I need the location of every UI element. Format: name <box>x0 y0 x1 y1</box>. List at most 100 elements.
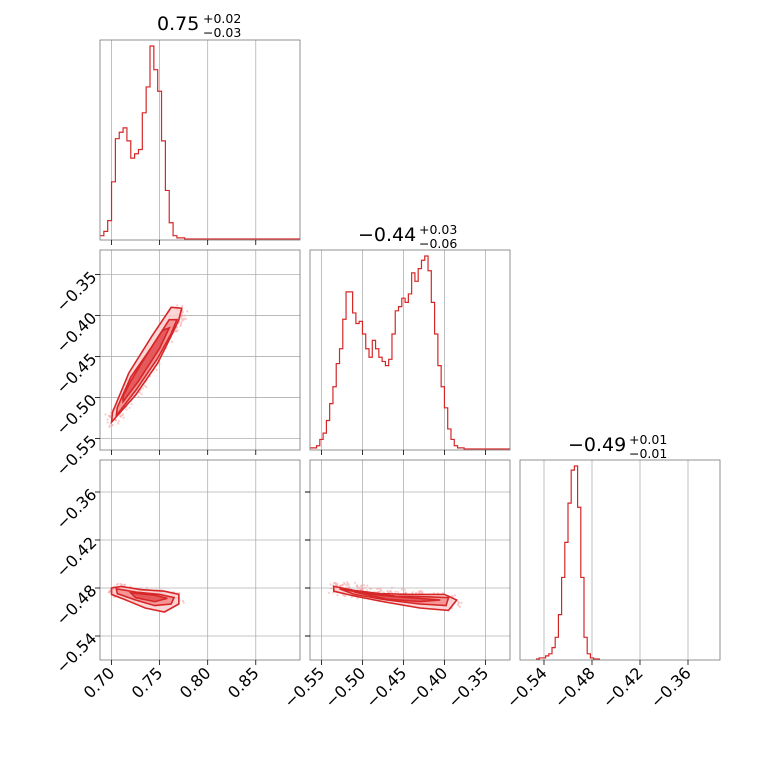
xtick-label-col0-0: 0.70 <box>80 663 119 702</box>
xtick-label-col1-0: −0.55 <box>280 663 328 711</box>
pair-2-sample-point <box>396 590 400 594</box>
pair-2-sample-point <box>400 588 403 591</box>
pair-2-sample-point <box>457 600 460 603</box>
pair-2-sample-point <box>336 583 339 587</box>
param-2-median: −0.49 <box>568 434 626 456</box>
pair-2-sample-point <box>370 587 373 590</box>
hist-2-frame <box>519 459 721 661</box>
pair-2-contour-2 <box>354 591 441 603</box>
param-0-title: 0.75 <box>157 13 199 35</box>
pair-2-sample-point <box>456 603 460 606</box>
pair-2-sample-point <box>341 583 344 587</box>
pair-0-sample-point <box>145 385 148 389</box>
xtick-label-col0-3: 0.85 <box>224 663 263 702</box>
pair-2-contour-0 <box>332 585 458 612</box>
pair-0-sample-point <box>183 314 186 317</box>
param-0-upper-error: +0.02 <box>203 11 241 26</box>
xtick-label-col0-2: 0.80 <box>176 663 215 702</box>
pair-0-sample-point <box>115 419 118 422</box>
param-2-title: −0.49 <box>568 434 626 456</box>
pair-0-sample-point <box>111 423 114 427</box>
pair-2-sample-point <box>415 591 418 594</box>
pair-0-sample-point <box>119 414 122 417</box>
pair-0-sample-point <box>180 316 183 319</box>
pair-2-sample-point <box>345 584 349 587</box>
pair-1-sample-point <box>181 599 185 602</box>
pair-0-sample-point <box>104 413 107 416</box>
pair-1-contour-1 <box>115 587 176 607</box>
pair-0-sample-point <box>108 424 111 427</box>
ytick-label-row1-4: −0.35 <box>52 268 100 316</box>
pair-2-sample-point <box>379 587 382 590</box>
pair-2-sample-point <box>342 581 346 584</box>
pair-2-sample-point <box>386 591 389 594</box>
ytick-label-row2-2: −0.42 <box>52 533 100 581</box>
pair-0-sample-point <box>176 304 179 307</box>
pair-1-sample-point <box>123 583 126 586</box>
pair-1-frame <box>99 459 301 661</box>
pair-2-sample-point <box>389 590 392 593</box>
xtick-label-col0-1: 0.75 <box>128 663 167 702</box>
pair-2-sample-point <box>403 588 406 592</box>
pair-2-sample-point <box>360 585 363 588</box>
pair-0-sample-point <box>155 369 158 372</box>
pair-1-sample-point <box>129 585 132 588</box>
pair-0-sample-point <box>122 416 125 419</box>
pair-2-sample-point <box>453 594 457 597</box>
pair-2-sample-point <box>332 591 335 594</box>
pair-0-sample-point <box>117 422 120 425</box>
pair-0-sample-point <box>109 411 113 415</box>
pair-2-sample-point <box>353 581 357 584</box>
pair-2-sample-point <box>379 588 382 592</box>
pair-1-sample-point <box>119 582 122 586</box>
xtick-label-col2-3: −0.36 <box>647 663 695 711</box>
panels-layer: −0.55−0.50−0.45−0.40−0.35−0.54−0.48−0.42… <box>52 39 721 711</box>
pair-0-sample-point <box>137 395 140 398</box>
pair-1-contour-2 <box>128 591 168 603</box>
ytick-label-row1-3: −0.40 <box>52 309 100 357</box>
pair-2-frame <box>309 459 511 661</box>
pair-2-sample-point <box>348 585 351 588</box>
hist-2-steps <box>536 465 600 660</box>
pair-1-sample-point <box>182 601 185 604</box>
pair-2-sample-point <box>365 589 369 592</box>
pair-0-sample-point <box>128 406 131 410</box>
hist-panel-0 <box>99 39 301 245</box>
ytick-label-row1-2: −0.45 <box>52 349 100 397</box>
pair-0-sample-point <box>106 418 109 421</box>
xtick-label-col2-0: −0.54 <box>503 663 551 711</box>
xtick-label-col2-2: −0.42 <box>599 663 647 711</box>
ytick-label-row2-0: −0.54 <box>52 629 100 677</box>
pair-2-sample-point <box>346 580 349 584</box>
param-1-lower-error: −0.06 <box>419 236 457 251</box>
pair-2-sample-point <box>451 595 454 598</box>
pair-2-sample-point <box>332 581 335 585</box>
pair-1-sample-point <box>107 591 111 594</box>
param-2-lower-error: −0.01 <box>629 446 667 461</box>
pair-0-sample-point <box>138 391 141 394</box>
pair-0-sample-point <box>117 419 120 423</box>
pair-0-sample-point <box>170 340 174 343</box>
ytick-label-row2-1: −0.48 <box>52 581 100 629</box>
pair-0-sample-point <box>182 319 185 322</box>
pair-panel-1-2 <box>305 459 511 665</box>
pair-2-sample-point <box>334 582 337 585</box>
pair-panel-0-2 <box>95 459 301 665</box>
pair-0-sample-point <box>143 384 146 387</box>
pair-0-sample-point <box>140 393 143 396</box>
hist-panel-1 <box>309 249 511 455</box>
pair-1-sample-point <box>145 586 149 590</box>
pair-2-sample-point <box>394 590 397 593</box>
pair-0-sample-point <box>106 421 109 424</box>
pair-0-sample-point <box>141 387 144 390</box>
pair-0-sample-point <box>181 315 184 318</box>
pair-2-sample-point <box>364 586 367 589</box>
pair-0-sample-point <box>108 415 111 418</box>
xtick-label-col1-2: −0.45 <box>362 663 410 711</box>
hist-panel-2 <box>519 459 721 665</box>
pair-0-contour-1 <box>115 318 179 419</box>
xtick-label-col1-3: −0.40 <box>403 663 451 711</box>
pair-2-sample-point <box>404 591 408 594</box>
pair-2-sample-point <box>344 583 347 586</box>
pair-0-sample-point <box>180 320 183 323</box>
